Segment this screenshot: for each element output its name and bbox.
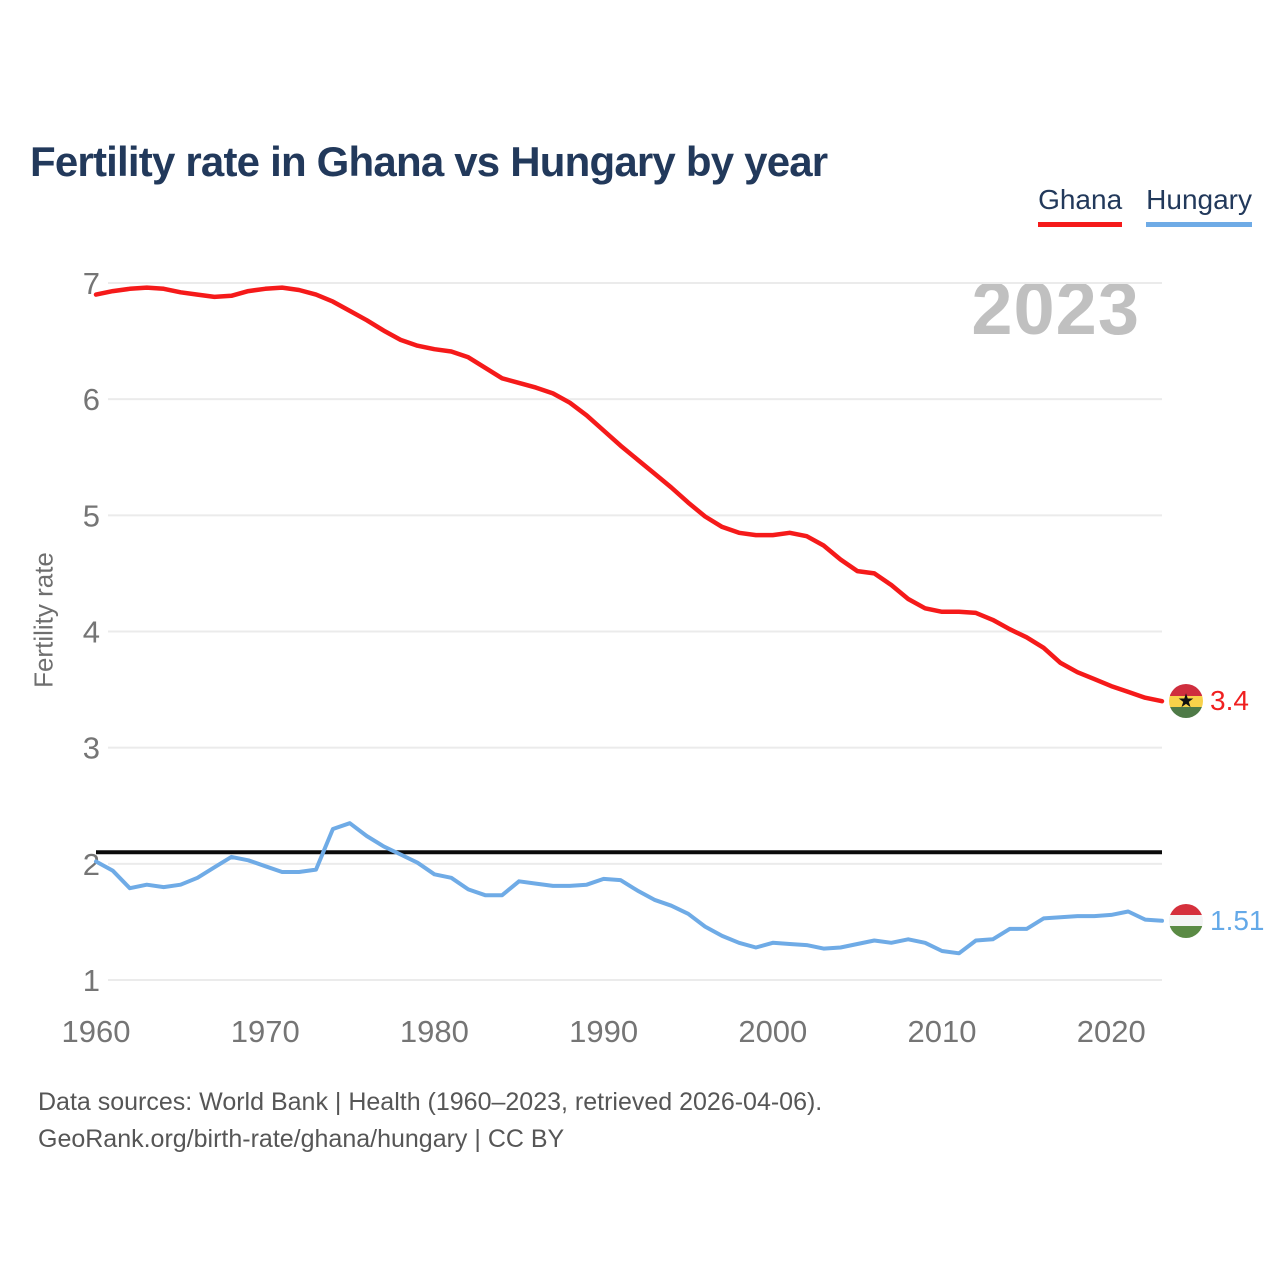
x-tick-label: 1990 bbox=[569, 1014, 638, 1049]
flag-stripe bbox=[1169, 684, 1203, 696]
page-title: Fertility rate in Ghana vs Hungary by ye… bbox=[30, 138, 828, 186]
y-tick-label: 1 bbox=[83, 963, 100, 998]
footer-attribution-line: GeoRank.org/birth-rate/ghana/hungary | C… bbox=[38, 1125, 565, 1153]
end-value-hungary: 1.51 bbox=[1210, 904, 1265, 936]
legend-item-hungary[interactable]: Hungary bbox=[1146, 184, 1252, 227]
flag-star-icon: ★ bbox=[1177, 690, 1195, 712]
end-label-hungary: 1.51 bbox=[1169, 903, 1265, 938]
flag-stripe bbox=[1169, 903, 1203, 916]
series-line-ghana bbox=[93, 285, 1165, 704]
x-tick-label: 2010 bbox=[908, 1014, 977, 1049]
x-tick-label: 1960 bbox=[62, 1014, 131, 1049]
hungary-flag-icon bbox=[1169, 903, 1203, 938]
y-tick-label: 6 bbox=[83, 382, 100, 417]
y-tick-label: 4 bbox=[83, 615, 100, 650]
x-tick-label: 2020 bbox=[1077, 1014, 1146, 1049]
flag-stripe bbox=[1169, 926, 1203, 938]
series-line-hungary bbox=[94, 821, 1164, 956]
y-tick-label: 7 bbox=[83, 266, 100, 301]
y-tick-label: 5 bbox=[83, 498, 100, 533]
y-tick-label: 2 bbox=[83, 847, 100, 882]
flag-stripe bbox=[1169, 706, 1203, 719]
end-label-ghana: ★ 3.4 bbox=[1169, 684, 1249, 719]
flag-stripe bbox=[1169, 915, 1203, 927]
year-watermark: 2023 bbox=[971, 267, 1140, 350]
end-value-ghana: 3.4 bbox=[1210, 685, 1249, 717]
footer-sources-line: Data sources: World Bank | Health (1960–… bbox=[38, 1088, 823, 1116]
x-tick-label: 2000 bbox=[738, 1014, 807, 1049]
legend-item-ghana[interactable]: Ghana bbox=[1038, 184, 1123, 227]
ghana-flag-icon: ★ bbox=[1169, 684, 1203, 719]
x-tick-label: 1980 bbox=[400, 1014, 469, 1049]
flag-stripe bbox=[1169, 695, 1203, 707]
data-sources-footer: Data sources: World Bank | Health (1960–… bbox=[38, 1084, 822, 1158]
x-tick-label: 1970 bbox=[231, 1014, 300, 1049]
y-tick-label: 3 bbox=[83, 731, 100, 766]
legend: Ghana Hungary bbox=[1038, 184, 1252, 227]
